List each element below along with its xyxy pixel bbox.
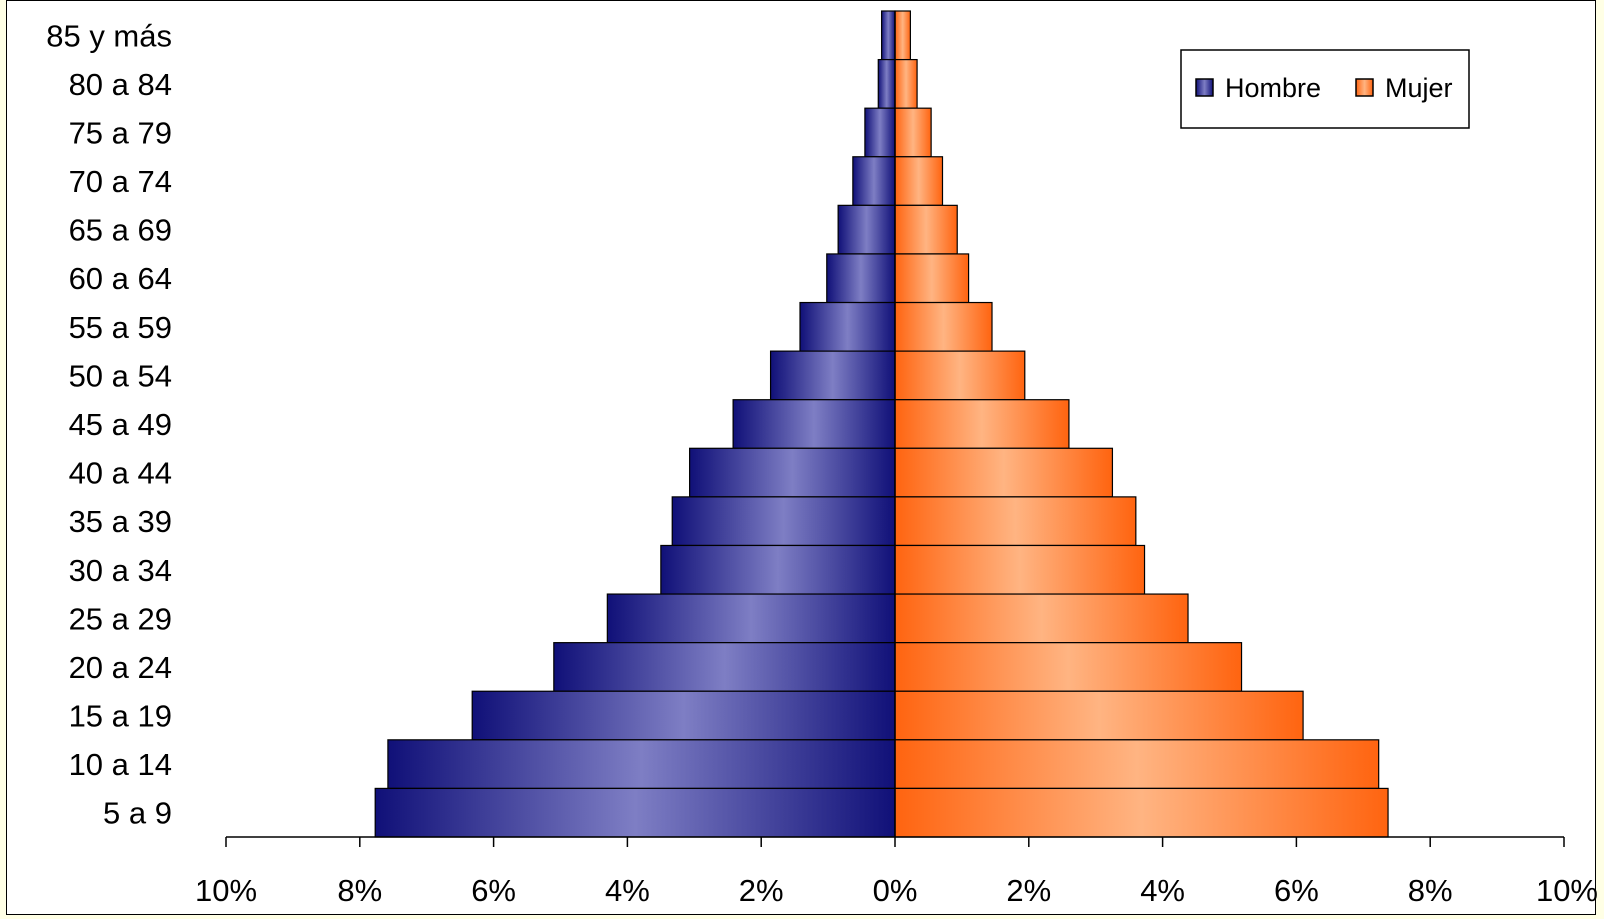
category-label-70-a-74: 70 a 74 xyxy=(69,164,172,199)
bar-hombre-25-a-29 xyxy=(606,593,896,644)
bar-hombre-65-a-69 xyxy=(837,204,896,255)
bar-hombre-60-a-64 xyxy=(826,253,896,304)
category-label-85-y-mas: 85 y más xyxy=(46,18,172,53)
category-label-45-a-49: 45 a 49 xyxy=(69,407,172,442)
category-label-20-a-24: 20 a 24 xyxy=(69,650,172,685)
bar-hombre-75-a-79 xyxy=(864,107,896,158)
category-axis: 85 y más 80 a 84 75 a 79 70 a 74 65 a 69 60 a… xyxy=(46,18,172,830)
category-label-15-a-19: 15 a 19 xyxy=(69,699,172,734)
legend-box xyxy=(1180,49,1470,129)
bar-mujer-15-a-19 xyxy=(894,690,1304,741)
bar-mujer-55-a-59 xyxy=(894,301,993,352)
bar-hombre-10-a-14 xyxy=(387,739,896,790)
legend-swatch-mujer xyxy=(1355,78,1374,97)
bar-mujer-70-a-74 xyxy=(894,156,944,206)
bar-mujer-25-a-29 xyxy=(894,593,1189,644)
category-label-35-a-39: 35 a 39 xyxy=(69,504,172,539)
category-label-80-a-84: 80 a 84 xyxy=(69,67,172,102)
bar-hombre-80-a-84 xyxy=(877,58,896,109)
bar-mujer-45-a-49 xyxy=(894,399,1070,449)
category-label-40-a-44: 40 a 44 xyxy=(69,456,172,491)
x-tick-label: 10% xyxy=(195,873,257,908)
bar-hombre-85-y-mas xyxy=(881,10,896,61)
bar-hombre-45-a-49 xyxy=(732,399,896,449)
x-tick-label: 2% xyxy=(739,873,784,908)
x-tick-label: 2% xyxy=(1006,873,1051,908)
bar-mujer-85-y-mas xyxy=(894,10,911,61)
bar-hombre-70-a-74 xyxy=(852,156,896,206)
bars-layer xyxy=(374,10,1389,838)
bar-mujer-40-a-44 xyxy=(894,447,1114,498)
category-label-65-a-69: 65 a 69 xyxy=(69,213,172,248)
bar-hombre-15-a-19 xyxy=(471,690,896,741)
x-tick-label: 8% xyxy=(337,873,382,908)
bar-mujer-65-a-69 xyxy=(894,204,958,255)
bar-hombre-30-a-34 xyxy=(660,544,896,595)
bar-mujer-50-a-54 xyxy=(894,350,1026,401)
bar-mujer-75-a-79 xyxy=(894,107,932,158)
legend-label-mujer: Mujer xyxy=(1385,73,1453,103)
legend: Hombre Mujer xyxy=(1180,49,1470,129)
x-tick-label: 0% xyxy=(873,873,918,908)
value-axis: 10% 8% 6% 4% 2% 0% 2% 4% 6% 8% 10% xyxy=(195,11,1598,908)
x-tick-label: 4% xyxy=(1140,873,1185,908)
x-tick-label: 6% xyxy=(1274,873,1319,908)
legend-swatch-hombre xyxy=(1195,78,1214,97)
bar-mujer-80-a-84 xyxy=(894,58,918,109)
bar-mujer-20-a-24 xyxy=(894,642,1243,692)
x-tick-label: 6% xyxy=(471,873,516,908)
x-tick-label: 4% xyxy=(605,873,650,908)
bar-mujer-10-a-14 xyxy=(894,739,1380,790)
bar-hombre-20-a-24 xyxy=(553,642,896,692)
category-label-55-a-59: 55 a 59 xyxy=(69,310,172,345)
category-label-10-a-14: 10 a 14 xyxy=(69,747,172,782)
x-tick-label: 8% xyxy=(1408,873,1453,908)
x-tick-label: 10% xyxy=(1536,873,1598,908)
bar-mujer-60-a-64 xyxy=(894,253,970,304)
bar-hombre-35-a-39 xyxy=(671,496,896,547)
bar-hombre-55-a-59 xyxy=(799,301,896,352)
category-label-30-a-34: 30 a 34 xyxy=(69,553,172,588)
bar-hombre-50-a-54 xyxy=(769,350,896,401)
bar-mujer-30-a-34 xyxy=(894,544,1146,595)
bar-hombre-40-a-44 xyxy=(689,447,896,498)
legend-label-hombre: Hombre xyxy=(1225,73,1321,103)
category-label-5-a-9: 5 a 9 xyxy=(103,796,172,831)
category-label-25-a-29: 25 a 29 xyxy=(69,601,172,636)
category-label-75-a-79: 75 a 79 xyxy=(69,115,172,150)
bar-mujer-5-a-9 xyxy=(894,787,1389,838)
category-label-60-a-64: 60 a 64 xyxy=(69,261,172,296)
category-label-50-a-54: 50 a 54 xyxy=(69,358,172,393)
bar-mujer-35-a-39 xyxy=(894,496,1137,547)
bar-hombre-5-a-9 xyxy=(374,787,896,838)
